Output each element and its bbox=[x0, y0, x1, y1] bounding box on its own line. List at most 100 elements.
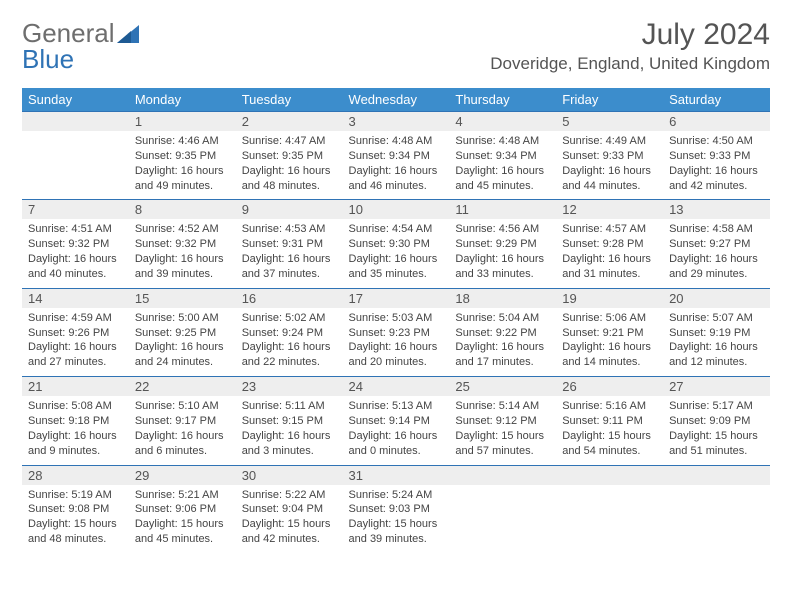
daylight-line: Daylight: 16 hours and 12 minutes. bbox=[669, 340, 764, 370]
calendar-cell: 23Sunrise: 5:11 AMSunset: 9:15 PMDayligh… bbox=[236, 376, 343, 464]
day-details: Sunrise: 4:47 AMSunset: 9:35 PMDaylight:… bbox=[236, 131, 343, 199]
daylight-line: Daylight: 16 hours and 29 minutes. bbox=[669, 252, 764, 282]
empty-day-bar bbox=[556, 465, 663, 485]
sunrise-line: Sunrise: 5:19 AM bbox=[28, 488, 123, 503]
daylight-line: Daylight: 16 hours and 27 minutes. bbox=[28, 340, 123, 370]
brand-part2: Blue bbox=[22, 44, 74, 75]
day-details: Sunrise: 5:10 AMSunset: 9:17 PMDaylight:… bbox=[129, 396, 236, 464]
day-number: 22 bbox=[129, 376, 236, 396]
calendar-cell: 24Sunrise: 5:13 AMSunset: 9:14 PMDayligh… bbox=[343, 376, 450, 464]
sunset-line: Sunset: 9:04 PM bbox=[242, 502, 337, 517]
calendar-cell bbox=[22, 111, 129, 199]
sunrise-line: Sunrise: 5:16 AM bbox=[562, 399, 657, 414]
sunrise-line: Sunrise: 4:58 AM bbox=[669, 222, 764, 237]
calendar-cell: 15Sunrise: 5:00 AMSunset: 9:25 PMDayligh… bbox=[129, 288, 236, 376]
sunrise-line: Sunrise: 4:49 AM bbox=[562, 134, 657, 149]
daylight-line: Daylight: 16 hours and 48 minutes. bbox=[242, 164, 337, 194]
sunrise-line: Sunrise: 5:07 AM bbox=[669, 311, 764, 326]
day-details: Sunrise: 4:58 AMSunset: 9:27 PMDaylight:… bbox=[663, 219, 770, 287]
sunset-line: Sunset: 9:28 PM bbox=[562, 237, 657, 252]
day-number: 31 bbox=[343, 465, 450, 485]
daylight-line: Daylight: 16 hours and 20 minutes. bbox=[349, 340, 444, 370]
day-details: Sunrise: 4:48 AMSunset: 9:34 PMDaylight:… bbox=[343, 131, 450, 199]
calendar-cell: 16Sunrise: 5:02 AMSunset: 9:24 PMDayligh… bbox=[236, 288, 343, 376]
sunrise-line: Sunrise: 4:51 AM bbox=[28, 222, 123, 237]
calendar-cell: 20Sunrise: 5:07 AMSunset: 9:19 PMDayligh… bbox=[663, 288, 770, 376]
day-details: Sunrise: 4:52 AMSunset: 9:32 PMDaylight:… bbox=[129, 219, 236, 287]
day-details: Sunrise: 5:00 AMSunset: 9:25 PMDaylight:… bbox=[129, 308, 236, 376]
sunrise-line: Sunrise: 5:02 AM bbox=[242, 311, 337, 326]
weekday-header: Friday bbox=[556, 88, 663, 111]
day-number: 14 bbox=[22, 288, 129, 308]
day-details: Sunrise: 4:56 AMSunset: 9:29 PMDaylight:… bbox=[449, 219, 556, 287]
calendar-cell: 19Sunrise: 5:06 AMSunset: 9:21 PMDayligh… bbox=[556, 288, 663, 376]
daylight-line: Daylight: 16 hours and 39 minutes. bbox=[135, 252, 230, 282]
day-number: 25 bbox=[449, 376, 556, 396]
day-details: Sunrise: 4:48 AMSunset: 9:34 PMDaylight:… bbox=[449, 131, 556, 199]
title-block: July 2024 Doveridge, England, United Kin… bbox=[490, 18, 770, 74]
sunset-line: Sunset: 9:33 PM bbox=[669, 149, 764, 164]
calendar-cell: 10Sunrise: 4:54 AMSunset: 9:30 PMDayligh… bbox=[343, 199, 450, 287]
calendar-cell: 2Sunrise: 4:47 AMSunset: 9:35 PMDaylight… bbox=[236, 111, 343, 199]
sunrise-line: Sunrise: 4:56 AM bbox=[455, 222, 550, 237]
calendar-cell bbox=[663, 465, 770, 553]
calendar-cell: 28Sunrise: 5:19 AMSunset: 9:08 PMDayligh… bbox=[22, 465, 129, 553]
sunrise-line: Sunrise: 5:03 AM bbox=[349, 311, 444, 326]
sunrise-line: Sunrise: 5:22 AM bbox=[242, 488, 337, 503]
sunrise-line: Sunrise: 4:59 AM bbox=[28, 311, 123, 326]
day-number: 9 bbox=[236, 199, 343, 219]
day-number: 29 bbox=[129, 465, 236, 485]
location-subtitle: Doveridge, England, United Kingdom bbox=[490, 54, 770, 74]
sunrise-line: Sunrise: 5:10 AM bbox=[135, 399, 230, 414]
sunset-line: Sunset: 9:35 PM bbox=[135, 149, 230, 164]
calendar-cell: 26Sunrise: 5:16 AMSunset: 9:11 PMDayligh… bbox=[556, 376, 663, 464]
calendar-cell: 27Sunrise: 5:17 AMSunset: 9:09 PMDayligh… bbox=[663, 376, 770, 464]
weekday-header: Tuesday bbox=[236, 88, 343, 111]
sunrise-line: Sunrise: 5:04 AM bbox=[455, 311, 550, 326]
sunset-line: Sunset: 9:12 PM bbox=[455, 414, 550, 429]
sunset-line: Sunset: 9:35 PM bbox=[242, 149, 337, 164]
calendar-cell: 22Sunrise: 5:10 AMSunset: 9:17 PMDayligh… bbox=[129, 376, 236, 464]
sunset-line: Sunset: 9:08 PM bbox=[28, 502, 123, 517]
day-details: Sunrise: 5:11 AMSunset: 9:15 PMDaylight:… bbox=[236, 396, 343, 464]
sunset-line: Sunset: 9:17 PM bbox=[135, 414, 230, 429]
day-number: 13 bbox=[663, 199, 770, 219]
sunset-line: Sunset: 9:24 PM bbox=[242, 326, 337, 341]
sunset-line: Sunset: 9:29 PM bbox=[455, 237, 550, 252]
daylight-line: Daylight: 16 hours and 33 minutes. bbox=[455, 252, 550, 282]
sunset-line: Sunset: 9:11 PM bbox=[562, 414, 657, 429]
day-details: Sunrise: 5:24 AMSunset: 9:03 PMDaylight:… bbox=[343, 485, 450, 553]
day-details: Sunrise: 4:53 AMSunset: 9:31 PMDaylight:… bbox=[236, 219, 343, 287]
day-details: Sunrise: 4:49 AMSunset: 9:33 PMDaylight:… bbox=[556, 131, 663, 199]
calendar-row: 1Sunrise: 4:46 AMSunset: 9:35 PMDaylight… bbox=[22, 111, 770, 199]
brand-triangle-icon bbox=[117, 25, 139, 43]
calendar-cell: 1Sunrise: 4:46 AMSunset: 9:35 PMDaylight… bbox=[129, 111, 236, 199]
day-details: Sunrise: 5:06 AMSunset: 9:21 PMDaylight:… bbox=[556, 308, 663, 376]
weekday-header: Saturday bbox=[663, 88, 770, 111]
day-number: 19 bbox=[556, 288, 663, 308]
day-number: 27 bbox=[663, 376, 770, 396]
empty-day-bar bbox=[663, 465, 770, 485]
day-details: Sunrise: 5:02 AMSunset: 9:24 PMDaylight:… bbox=[236, 308, 343, 376]
calendar-cell bbox=[556, 465, 663, 553]
sunset-line: Sunset: 9:19 PM bbox=[669, 326, 764, 341]
daylight-line: Daylight: 16 hours and 0 minutes. bbox=[349, 429, 444, 459]
sunrise-line: Sunrise: 5:24 AM bbox=[349, 488, 444, 503]
weekday-header-row: SundayMondayTuesdayWednesdayThursdayFrid… bbox=[22, 88, 770, 111]
calendar-cell: 9Sunrise: 4:53 AMSunset: 9:31 PMDaylight… bbox=[236, 199, 343, 287]
sunrise-line: Sunrise: 5:08 AM bbox=[28, 399, 123, 414]
day-number: 1 bbox=[129, 111, 236, 131]
day-details: Sunrise: 5:08 AMSunset: 9:18 PMDaylight:… bbox=[22, 396, 129, 464]
daylight-line: Daylight: 15 hours and 51 minutes. bbox=[669, 429, 764, 459]
calendar-cell: 21Sunrise: 5:08 AMSunset: 9:18 PMDayligh… bbox=[22, 376, 129, 464]
day-number: 16 bbox=[236, 288, 343, 308]
sunrise-line: Sunrise: 4:46 AM bbox=[135, 134, 230, 149]
daylight-line: Daylight: 16 hours and 37 minutes. bbox=[242, 252, 337, 282]
calendar-cell: 11Sunrise: 4:56 AMSunset: 9:29 PMDayligh… bbox=[449, 199, 556, 287]
day-number: 3 bbox=[343, 111, 450, 131]
weekday-header: Monday bbox=[129, 88, 236, 111]
sunrise-line: Sunrise: 4:48 AM bbox=[349, 134, 444, 149]
calendar-cell: 8Sunrise: 4:52 AMSunset: 9:32 PMDaylight… bbox=[129, 199, 236, 287]
weekday-header: Sunday bbox=[22, 88, 129, 111]
page-header: General July 2024 Doveridge, England, Un… bbox=[22, 18, 770, 74]
